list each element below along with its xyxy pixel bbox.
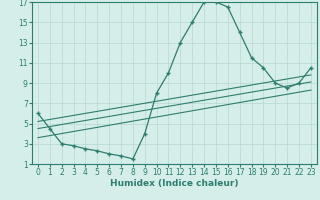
X-axis label: Humidex (Indice chaleur): Humidex (Indice chaleur) — [110, 179, 239, 188]
